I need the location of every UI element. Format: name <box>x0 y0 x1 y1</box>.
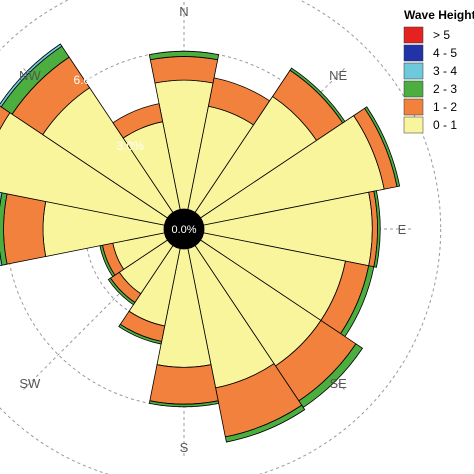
legend-swatch-5 <box>403 116 424 134</box>
petal-n-series-1 <box>149 56 219 84</box>
petal-sw-series-2 <box>107 277 136 306</box>
direction-label-ne: NE <box>329 68 347 83</box>
legend-swatch-2 <box>403 62 424 80</box>
petal-nnw-series-1 <box>112 103 164 139</box>
petal-n-series-2 <box>148 50 220 61</box>
petal-w-series-1 <box>3 193 47 265</box>
legend-label-2: 3 - 4 <box>433 64 457 78</box>
rose-petals <box>0 43 401 443</box>
grid-labels: NNEESESSWWNW0.0%3.0%6.0% <box>19 4 407 455</box>
legend-label-4: 1 - 2 <box>433 100 457 114</box>
direction-label-n: N <box>179 4 188 19</box>
grid-ring-2 <box>0 0 442 474</box>
legend-label-5: 0 - 1 <box>433 118 457 132</box>
center-label: 0.0% <box>171 224 196 236</box>
legend: Wave Height > 5 4 - 5 3 - 4 2 - 3 1 - 2 0 - 1 <box>403 8 474 134</box>
legend-title: Wave Height <box>404 8 474 22</box>
petal-wnw-series-1 <box>0 105 11 131</box>
petal-s-series-1 <box>149 364 219 405</box>
petal-ssw-series-2 <box>118 323 163 345</box>
direction-label-se: SE <box>329 376 347 391</box>
petal-ene-series-2 <box>364 106 401 188</box>
legend-swatch-3 <box>403 80 424 98</box>
legend-swatch-4 <box>403 98 424 116</box>
petal-s-series-2 <box>148 400 220 408</box>
legend-label-3: 2 - 3 <box>433 82 457 96</box>
legend-label-0: > 5 <box>433 28 450 42</box>
direction-label-e: E <box>398 222 407 237</box>
legend-label-1: 4 - 5 <box>433 46 457 60</box>
direction-label-nw: NW <box>19 68 41 83</box>
legend-swatch-0 <box>403 26 424 44</box>
petal-w-series-3 <box>0 191 3 267</box>
legend-swatch-1 <box>403 44 424 62</box>
grid-spoke-sw <box>21 242 171 392</box>
ring-label-0: 3.0% <box>116 139 144 153</box>
direction-label-sw: SW <box>19 376 41 391</box>
petal-e-series-2 <box>373 190 381 268</box>
petal-sse-series-2 <box>224 404 306 443</box>
direction-label-s: S <box>180 440 189 455</box>
center-disc <box>164 209 204 249</box>
ring-label-1: 6.0% <box>73 73 101 87</box>
petal-nw-series-3 <box>0 43 63 108</box>
